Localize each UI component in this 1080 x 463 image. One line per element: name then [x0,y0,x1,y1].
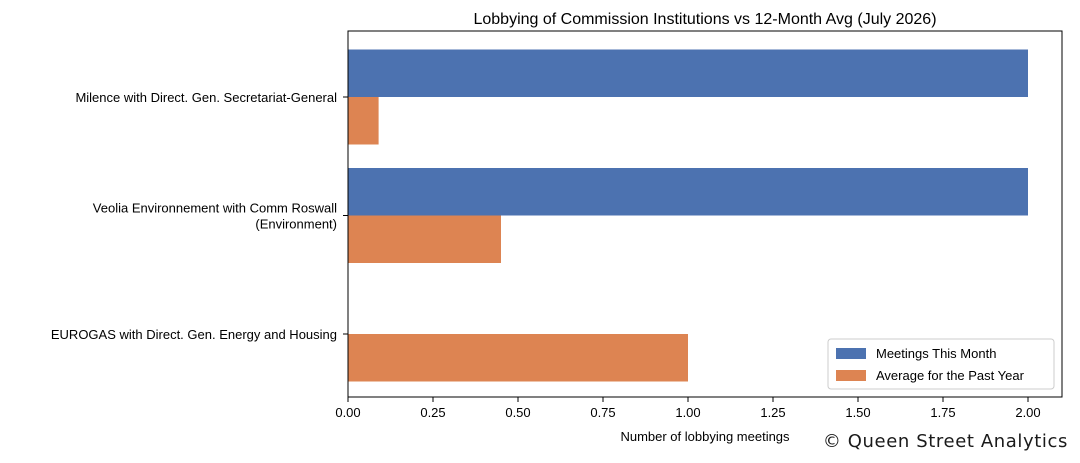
x-tick-label: 1.00 [675,405,700,420]
chart-title: Lobbying of Commission Institutions vs 1… [473,11,936,28]
legend: Meetings This Month Average for the Past … [827,338,1055,390]
x-tick-label: 1.25 [760,405,785,420]
plot-frame [347,30,1063,398]
x-tick-label: 0.00 [335,405,360,420]
legend-label: Meetings This Month [876,346,996,361]
y-axis-ticks: Milence with Direct. Gen. Secretariat-Ge… [51,90,348,342]
x-tick-label: 0.75 [590,405,615,420]
bar-series1-category1 [348,49,1028,97]
legend-label: Average for the Past Year [876,368,1025,383]
bar-series2-category2 [348,215,501,263]
legend-box [827,338,1055,390]
x-axis-label: Number of lobbying meetings [620,429,790,444]
y-tick-label: (Environment) [255,217,337,232]
x-axis-ticks: 0.00 0.25 0.50 0.75 1.00 1.25 1.50 1.75 2.00 [335,397,1041,420]
x-tick-label: 1.50 [845,405,870,420]
legend-swatch [836,370,866,381]
y-tick-label: Milence with Direct. Gen. Secretariat-Ge… [75,90,337,105]
bar-series2-category1 [348,97,379,145]
x-tick-label: 2.00 [1015,405,1040,420]
bar-series1-category2 [348,168,1028,216]
legend-swatch [836,348,866,359]
bar-series2-category3 [348,334,688,382]
y-tick-label: EUROGAS with Direct. Gen. Energy and Hou… [51,327,337,342]
x-tick-label: 1.75 [930,405,955,420]
x-tick-label: 0.50 [505,405,530,420]
credit-watermark: © Queen Street Analytics [823,431,1068,452]
bars-layer [348,49,1028,382]
y-tick-label: Veolia Environnement with Comm Roswall [93,201,337,216]
x-tick-label: 0.25 [420,405,445,420]
